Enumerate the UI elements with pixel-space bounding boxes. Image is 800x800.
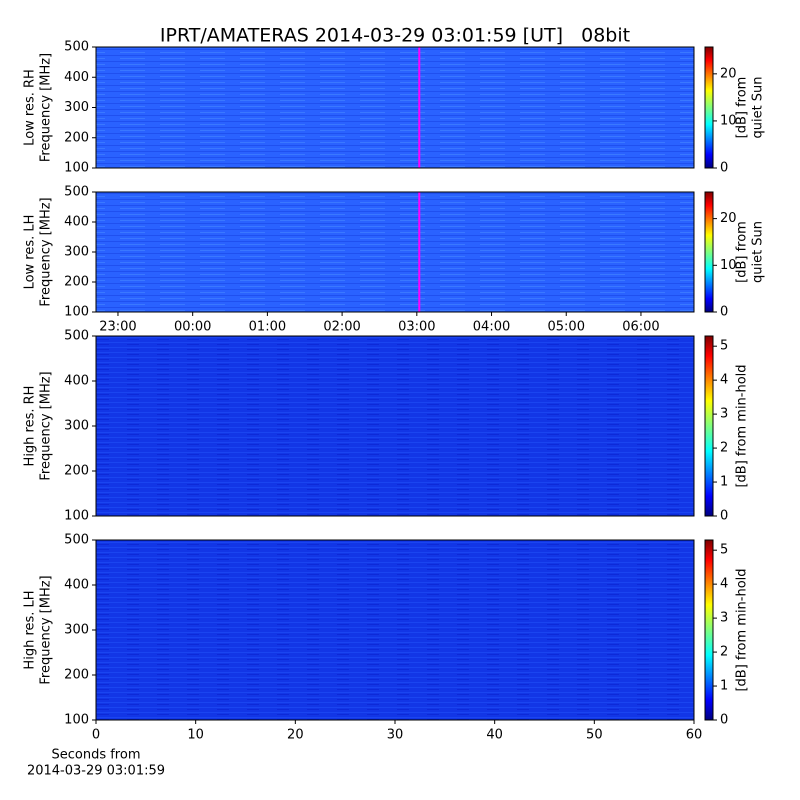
colorbar-label: quiet Sun bbox=[751, 221, 766, 283]
colorbar-tick-label: 2 bbox=[720, 645, 728, 660]
y-axis-label: Low res. LH bbox=[23, 215, 38, 290]
y-tick-label: 200 bbox=[64, 668, 89, 683]
y-axis-label: Frequency [MHz] bbox=[39, 53, 54, 162]
x-tick-label: 02:00 bbox=[323, 320, 360, 335]
colorbar-tick-label: 5 bbox=[720, 339, 728, 354]
colorbar-tick-label: 0 bbox=[720, 161, 728, 176]
y-tick-label: 500 bbox=[64, 40, 89, 55]
colorbar-tick-label: 10 bbox=[720, 113, 737, 128]
y-tick-label: 400 bbox=[64, 374, 89, 389]
y-tick-label: 300 bbox=[64, 100, 89, 115]
colorbar-tick-label: 1 bbox=[720, 679, 728, 694]
x-tick-label: 10 bbox=[187, 728, 204, 743]
colorbar bbox=[704, 539, 714, 721]
x-tick-label: 04:00 bbox=[473, 320, 510, 335]
spectrogram bbox=[96, 336, 694, 516]
x-tick-label: 40 bbox=[486, 728, 503, 743]
colorbar-label: [dB] from bbox=[735, 221, 750, 283]
y-tick-label: 100 bbox=[64, 713, 89, 728]
colorbar-tick-label: 20 bbox=[720, 66, 737, 81]
y-tick-label: 200 bbox=[64, 464, 89, 479]
y-tick-label: 300 bbox=[64, 419, 89, 434]
x-tick-label: 60 bbox=[686, 728, 703, 743]
x-tick-label: 05:00 bbox=[548, 320, 585, 335]
y-tick-label: 400 bbox=[64, 578, 89, 593]
colorbar-tick-label: 5 bbox=[720, 543, 728, 558]
y-tick-label: 300 bbox=[64, 245, 89, 260]
y-axis-label: Frequency [MHz] bbox=[39, 575, 54, 684]
colorbar-tick-label: 4 bbox=[720, 373, 728, 388]
spectrogram bbox=[96, 192, 694, 312]
y-axis-label: Low res. RH bbox=[23, 69, 38, 146]
colorbar-label: [dB] from bbox=[735, 77, 750, 139]
y-tick-label: 100 bbox=[64, 509, 89, 524]
y-axis-label: High res. RH bbox=[23, 386, 38, 467]
colorbar-tick-label: 3 bbox=[720, 407, 728, 422]
colorbar-tick-label: 4 bbox=[720, 577, 728, 592]
y-tick-label: 100 bbox=[64, 305, 89, 320]
x-tick-label: 23:00 bbox=[99, 320, 136, 335]
chart-title: IPRT/AMATERAS 2014-03-29 03:01:59 [UT] 0… bbox=[160, 25, 630, 47]
y-tick-label: 500 bbox=[64, 329, 89, 344]
x-tick-label: 30 bbox=[387, 728, 404, 743]
x-tick-label: 00:00 bbox=[174, 320, 211, 335]
colorbar-label: [dB] from min-hold bbox=[735, 568, 750, 691]
x-tick-label: 20 bbox=[287, 728, 304, 743]
y-tick-label: 400 bbox=[64, 70, 89, 85]
colorbar-label: [dB] from min-hold bbox=[735, 364, 750, 487]
y-tick-label: 400 bbox=[64, 215, 89, 230]
colorbar-tick-label: 10 bbox=[720, 258, 737, 273]
spectrogram bbox=[96, 47, 694, 168]
y-tick-label: 200 bbox=[64, 130, 89, 145]
spectrogram bbox=[96, 540, 694, 720]
colorbar-tick-label: 20 bbox=[720, 211, 737, 226]
y-axis-label: Frequency [MHz] bbox=[39, 197, 54, 306]
x-tick-label: 06:00 bbox=[622, 320, 659, 335]
y-axis-label: Frequency [MHz] bbox=[39, 371, 54, 480]
x-tick-label: 50 bbox=[586, 728, 603, 743]
x-axis-label: 2014-03-29 03:01:59 bbox=[27, 764, 165, 779]
y-tick-label: 100 bbox=[64, 161, 89, 176]
colorbar-tick-label: 3 bbox=[720, 611, 728, 626]
colorbar-label: quiet Sun bbox=[751, 76, 766, 138]
colorbar bbox=[704, 335, 714, 517]
y-tick-label: 200 bbox=[64, 275, 89, 290]
x-tick-label: 0 bbox=[92, 728, 100, 743]
x-tick-label: 01:00 bbox=[249, 320, 286, 335]
y-tick-label: 300 bbox=[64, 623, 89, 638]
colorbar-tick-label: 0 bbox=[720, 305, 728, 320]
y-axis-label: High res. LH bbox=[23, 590, 38, 669]
y-tick-label: 500 bbox=[64, 185, 89, 200]
y-tick-label: 500 bbox=[64, 533, 89, 548]
colorbar bbox=[704, 46, 714, 169]
colorbar bbox=[704, 191, 714, 313]
colorbar-tick-label: 0 bbox=[720, 509, 728, 524]
colorbar-tick-label: 0 bbox=[720, 713, 728, 728]
x-tick-label: 03:00 bbox=[398, 320, 435, 335]
x-axis-label: Seconds from bbox=[51, 748, 140, 763]
colorbar-tick-label: 2 bbox=[720, 441, 728, 456]
colorbar-tick-label: 1 bbox=[720, 475, 728, 490]
